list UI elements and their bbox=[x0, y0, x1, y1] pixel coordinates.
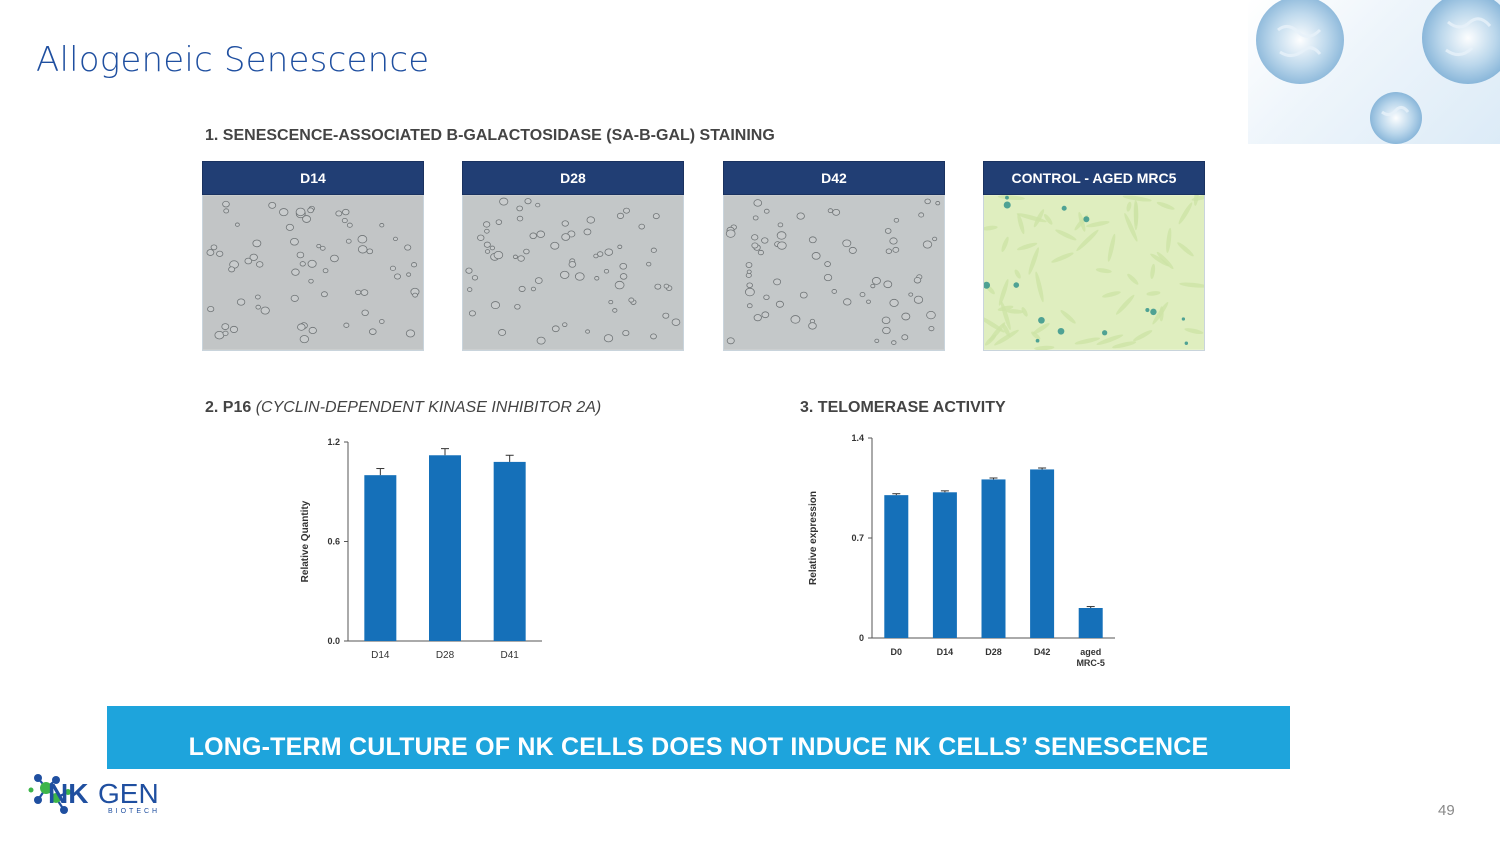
micrograph-image bbox=[202, 195, 424, 351]
conclusion-banner: LONG-TERM CULTURE OF NK CELLS DOES NOT I… bbox=[107, 706, 1290, 769]
x-tick-label: D14 bbox=[937, 647, 954, 657]
logo-subtitle: BIOTECH bbox=[108, 808, 161, 815]
y-tick-label: 1.4 bbox=[851, 433, 864, 443]
bar bbox=[1030, 469, 1055, 638]
conclusion-banner-text: LONG-TERM CULTURE OF NK CELLS DOES NOT I… bbox=[188, 733, 1209, 761]
p16-heading-italic: (CYCLIN-DEPENDENT KINASE INHIBITOR 2A) bbox=[255, 399, 602, 416]
x-tick-label: D28 bbox=[985, 647, 1002, 657]
page-number: 49 bbox=[1438, 802, 1455, 819]
y-tick-label: 0.0 bbox=[327, 636, 340, 646]
bar bbox=[364, 475, 397, 641]
bar bbox=[981, 479, 1006, 638]
x-tick-label: D28 bbox=[436, 650, 455, 661]
panel-header: D14 bbox=[202, 161, 424, 195]
panel-header: D28 bbox=[462, 161, 684, 195]
micrograph-image bbox=[462, 195, 684, 351]
panel-d14: D14 bbox=[202, 161, 424, 351]
telomerase-bar-chart: 0 0.7 1.4 Relative expression D0 D14 D28 D42 age… bbox=[808, 433, 1115, 668]
telomerase-section-heading: 3. TELOMERASE ACTIVITY bbox=[800, 399, 1006, 416]
y-tick-label: 1.2 bbox=[327, 437, 340, 447]
decorative-cells-image bbox=[1248, 0, 1500, 144]
x-tick-label: D41 bbox=[500, 650, 519, 661]
y-tick-label: 0.7 bbox=[851, 533, 864, 543]
micrograph-image bbox=[723, 195, 945, 351]
p16-bar-chart: 0.0 0.6 1.2 Relative Quantity D14 D28 D41 bbox=[300, 437, 542, 661]
p16-section-heading: 2. P16 (CYCLIN-DEPENDENT KINASE INHIBITO… bbox=[205, 399, 601, 417]
slide-title: Allogeneic Senescence bbox=[36, 40, 430, 80]
panel-d42: D42 bbox=[723, 161, 945, 351]
bar bbox=[493, 461, 526, 641]
x-tick-label: D0 bbox=[891, 647, 903, 657]
bar bbox=[932, 492, 957, 638]
panel-control-aged-mrc5: CONTROL - AGED MRC5 bbox=[983, 161, 1205, 351]
panel-header: D42 bbox=[723, 161, 945, 195]
bar bbox=[1078, 608, 1103, 638]
molecule-network-icon bbox=[28, 774, 71, 814]
x-tick-label: D14 bbox=[371, 650, 390, 661]
y-axis-label: Relative expression bbox=[808, 491, 819, 585]
x-tick-label: MRC-5 bbox=[1076, 658, 1105, 668]
y-tick-label: 0.6 bbox=[327, 537, 340, 547]
logo-word-nk: NK bbox=[48, 778, 89, 809]
panel-d28: D28 bbox=[462, 161, 684, 351]
p16-heading-text: 2. P16 bbox=[205, 399, 252, 416]
bar bbox=[429, 455, 461, 641]
staining-section-heading: 1. SENESCENCE-ASSOCIATED B-GALACTOSIDASE… bbox=[205, 127, 775, 144]
bar bbox=[884, 495, 909, 638]
x-tick-label: aged bbox=[1080, 647, 1101, 657]
x-tick-label: D42 bbox=[1034, 647, 1051, 657]
y-axis-label: Relative Quantity bbox=[300, 500, 311, 582]
logo-word-gen: GEN bbox=[98, 778, 159, 809]
panel-header: CONTROL - AGED MRC5 bbox=[983, 161, 1205, 195]
micrograph-image bbox=[983, 195, 1205, 351]
y-tick-label: 0 bbox=[859, 633, 864, 643]
